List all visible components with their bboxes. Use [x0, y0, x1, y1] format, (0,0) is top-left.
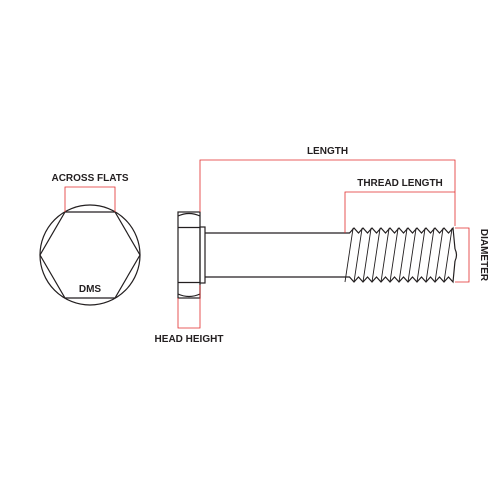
dim-head-height [178, 285, 200, 328]
label-length: LENGTH [307, 146, 348, 157]
thread-bottom [345, 261, 455, 282]
label-diameter: DIAMETER [478, 229, 489, 282]
bolt-diagram: ACROSS FLATS DMS LENGTH THREAD LENGTH HEAD H… [0, 0, 500, 500]
side-washer [200, 227, 205, 283]
label-across-flats: ACROSS FLATS [51, 173, 128, 184]
dim-length [200, 160, 455, 226]
dim-thread-length [345, 192, 455, 233]
label-dms: DMS [79, 284, 102, 295]
label-thread-length: THREAD LENGTH [357, 178, 443, 189]
label-head-height: HEAD HEIGHT [155, 334, 224, 345]
side-head [178, 212, 200, 298]
